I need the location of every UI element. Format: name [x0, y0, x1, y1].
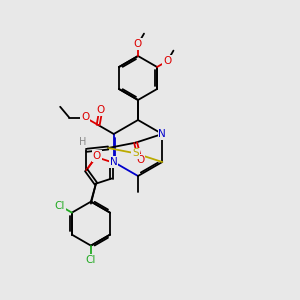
- Text: Cl: Cl: [86, 255, 96, 265]
- Text: O: O: [136, 155, 144, 165]
- Text: O: O: [81, 112, 89, 122]
- Text: O: O: [163, 56, 172, 66]
- Text: O: O: [93, 151, 101, 161]
- Text: N: N: [158, 129, 166, 139]
- Text: H: H: [79, 137, 86, 147]
- Text: O: O: [97, 105, 105, 115]
- Text: N: N: [110, 157, 118, 167]
- Text: S: S: [132, 148, 139, 158]
- Text: Cl: Cl: [55, 201, 65, 211]
- Text: O: O: [134, 39, 142, 49]
